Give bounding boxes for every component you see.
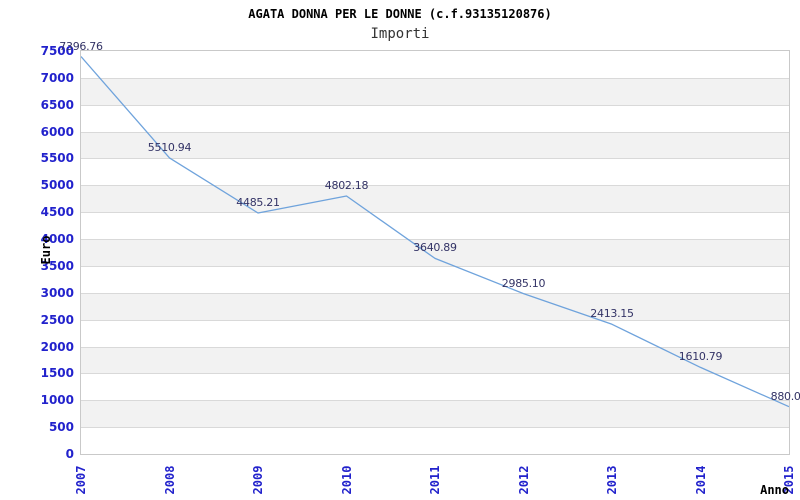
x-tick-label: 2007 bbox=[74, 465, 88, 495]
y-tick-label: 0 bbox=[65, 447, 74, 461]
gridline bbox=[81, 212, 789, 213]
grid-band bbox=[81, 265, 789, 293]
gridline bbox=[81, 427, 789, 428]
gridline bbox=[81, 78, 789, 79]
y-tick-label: 3500 bbox=[40, 258, 74, 273]
grid-band bbox=[81, 185, 789, 213]
grid-band bbox=[81, 373, 789, 401]
gridline bbox=[81, 320, 789, 321]
y-tick-label: 2500 bbox=[40, 312, 74, 327]
y-tick-label: 5000 bbox=[40, 178, 74, 193]
x-tick-label: 2013 bbox=[605, 465, 619, 495]
gridline bbox=[81, 400, 789, 401]
y-axis: 0 500 1000 1500 2000 2500 3000 3500 4000 4500 5000… bbox=[0, 44, 74, 461]
y-tick-label: 6500 bbox=[40, 97, 74, 112]
x-axis: 2007 2008 2009 2010 2011 2012 2013 2014 2015 bbox=[74, 454, 796, 500]
grid-band bbox=[81, 319, 789, 347]
x-tick-label: 2009 bbox=[251, 465, 265, 495]
gridline bbox=[81, 347, 789, 348]
grid-band bbox=[81, 212, 789, 240]
gridline bbox=[81, 105, 789, 106]
y-tick-label: 7000 bbox=[40, 70, 74, 85]
plot-area bbox=[80, 50, 790, 455]
gridline bbox=[81, 158, 789, 159]
x-tick-label: 2014 bbox=[693, 465, 708, 495]
grid-band bbox=[81, 427, 789, 454]
grid-band bbox=[81, 158, 789, 186]
chart-subtitle: Importi bbox=[370, 26, 430, 42]
grid-band bbox=[81, 51, 789, 78]
gridline bbox=[81, 266, 789, 267]
chart-title: AGATA DONNA PER LE DONNE (c.f.9313512087… bbox=[248, 7, 552, 21]
gridline bbox=[81, 239, 789, 240]
y-tick-label: 4000 bbox=[40, 232, 74, 247]
y-tick-label: 1500 bbox=[40, 366, 74, 381]
gridline bbox=[81, 132, 789, 133]
gridline bbox=[81, 373, 789, 374]
x-axis-title: Anno bbox=[760, 483, 789, 497]
y-tick-label: 2000 bbox=[40, 339, 74, 354]
series-line-svg bbox=[81, 56, 789, 408]
y-tick-label: 7500 bbox=[40, 44, 74, 58]
x-tick-label: 2008 bbox=[162, 465, 177, 495]
grid-band bbox=[81, 77, 789, 105]
y-tick-label: 5500 bbox=[40, 151, 74, 166]
series-line bbox=[81, 56, 789, 408]
y-tick-label: 3000 bbox=[40, 285, 74, 300]
grid-band bbox=[81, 131, 789, 159]
y-tick-label: 1000 bbox=[40, 393, 74, 408]
grid-band bbox=[81, 104, 789, 132]
y-axis-title: Euro bbox=[39, 235, 53, 265]
x-tick-label: 2010 bbox=[339, 465, 354, 495]
y-tick-label: 4500 bbox=[40, 205, 74, 220]
gridline bbox=[81, 185, 789, 186]
x-tick-label: 2011 bbox=[428, 465, 442, 495]
y-tick-label: 6000 bbox=[40, 124, 74, 139]
x-tick-label: 2012 bbox=[516, 465, 531, 495]
grid-band bbox=[81, 239, 789, 266]
grid-band bbox=[81, 346, 789, 374]
grid-band bbox=[81, 400, 789, 428]
y-tick-label: 500 bbox=[48, 420, 74, 435]
grid-band bbox=[81, 292, 789, 320]
gridline bbox=[81, 293, 789, 294]
